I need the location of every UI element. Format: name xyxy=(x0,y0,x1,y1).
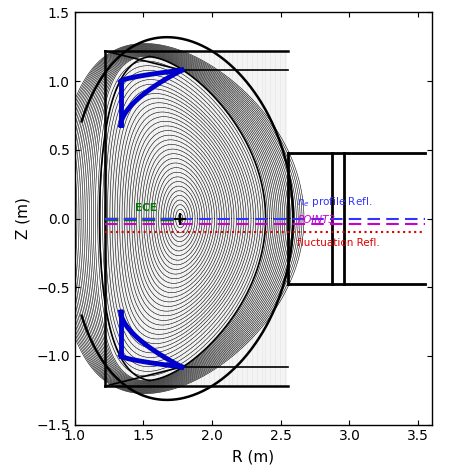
Y-axis label: Z (m): Z (m) xyxy=(16,198,31,239)
X-axis label: R (m): R (m) xyxy=(232,449,274,464)
Bar xyxy=(105,51,288,386)
Text: POINT3: POINT3 xyxy=(297,215,335,225)
Text: $n_e$ profile Refl.: $n_e$ profile Refl. xyxy=(297,195,373,209)
Text: fluctuation Refl.: fluctuation Refl. xyxy=(297,238,380,248)
Text: ECE: ECE xyxy=(135,203,157,213)
